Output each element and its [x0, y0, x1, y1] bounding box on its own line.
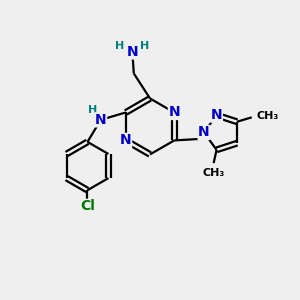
- Text: N: N: [95, 113, 106, 127]
- Text: H: H: [115, 41, 124, 51]
- Text: CH₃: CH₃: [202, 167, 225, 178]
- Text: Cl: Cl: [80, 200, 95, 213]
- Text: N: N: [120, 134, 132, 147]
- Text: H: H: [88, 105, 97, 116]
- Text: N: N: [198, 125, 210, 140]
- Text: H: H: [140, 41, 149, 51]
- Text: N: N: [127, 45, 138, 59]
- Text: N: N: [168, 106, 180, 119]
- Text: N: N: [211, 108, 222, 122]
- Text: CH₃: CH₃: [256, 111, 278, 121]
